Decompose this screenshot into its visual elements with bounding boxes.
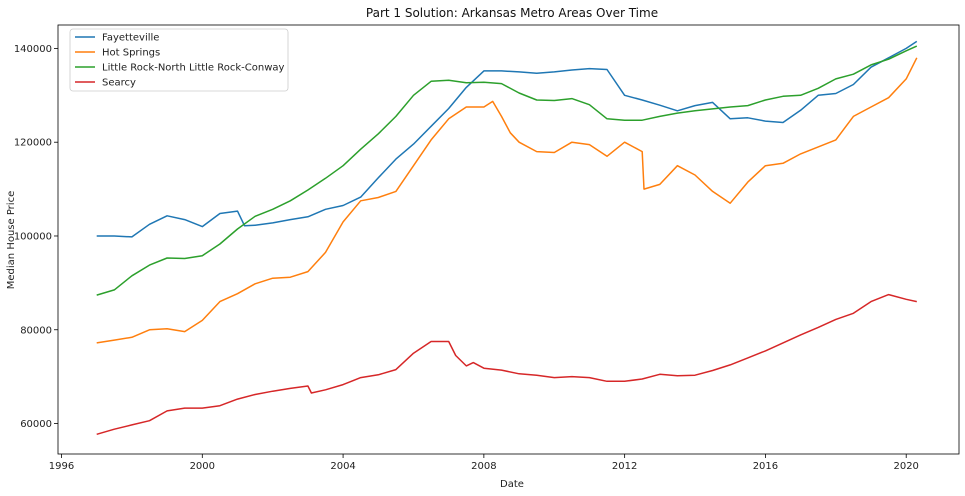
series-line-0 [96,40,918,238]
y-tick-label: 100000 [14,231,52,242]
y-tick-label: 80000 [20,325,52,336]
series-line-1 [96,57,918,344]
x-axis: 1996 2000 2004 2008 2012 2016 2020 [49,454,919,472]
y-axis-label: Median House Price [6,191,17,289]
x-tick-label: 2016 [753,461,778,472]
x-tick-label: 2004 [330,461,355,472]
y-tick-label: 60000 [20,419,52,430]
x-axis-label: Date [500,479,524,490]
legend-label-2: Little Rock-North Little Rock-Conway [102,63,285,74]
legend-label-0: Fayetteville [102,33,159,44]
chart-title: Part 1 Solution: Arkansas Metro Areas Ov… [366,6,658,20]
plot-frame [57,24,960,455]
x-tick-label: 2012 [612,461,637,472]
y-axis: 60000 80000 100000 120000 140000 [14,44,58,430]
series-line-3 [96,293,917,436]
x-tick-label: 2008 [471,461,496,472]
x-tick-label: 2000 [190,461,215,472]
series-line-2 [96,45,918,296]
y-tick-label: 120000 [14,138,52,149]
legend-box [69,28,289,92]
series-layer [96,40,918,436]
legend-label-3: Searcy [102,78,136,89]
legend-label-1: Hot Springs [102,48,160,59]
legend: Fayetteville Hot Springs Little Rock-North… [69,28,289,92]
y-tick-label: 140000 [14,44,52,55]
x-tick-label: 2020 [893,461,918,472]
x-tick-label: 1996 [49,461,74,472]
